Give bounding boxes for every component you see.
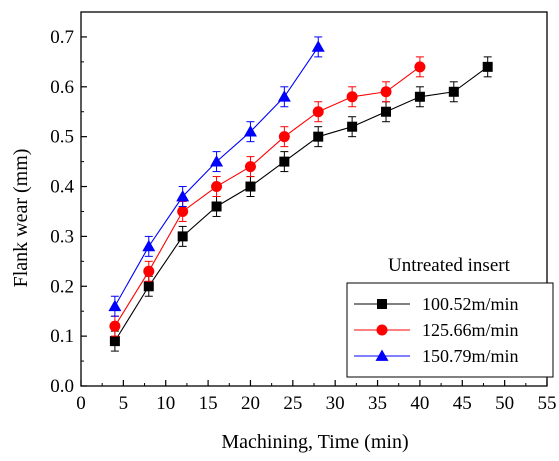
data-point bbox=[109, 320, 121, 332]
series-group bbox=[108, 36, 493, 352]
data-point bbox=[279, 156, 290, 167]
legend: 100.52m/min 125.66m/min 150.79m/min bbox=[346, 282, 554, 378]
data-point bbox=[108, 299, 122, 312]
data-point bbox=[176, 190, 190, 202]
data-point bbox=[347, 121, 358, 132]
x-tick-label: 45 bbox=[453, 393, 472, 414]
series-triangle bbox=[108, 36, 325, 317]
series-line bbox=[114, 66, 489, 342]
data-point bbox=[313, 131, 324, 142]
y-tick-label: 0.3 bbox=[50, 226, 74, 247]
data-point bbox=[211, 181, 223, 193]
data-point bbox=[346, 91, 358, 103]
x-tick-label: 55 bbox=[538, 393, 557, 414]
legend-marker bbox=[376, 324, 388, 336]
data-point bbox=[312, 106, 324, 118]
x-tick-label: 5 bbox=[119, 393, 129, 414]
data-point bbox=[143, 281, 154, 292]
legend-label: 100.52m/min bbox=[422, 294, 519, 314]
y-tick-label: 0.7 bbox=[50, 27, 74, 48]
data-point bbox=[244, 161, 256, 173]
data-point bbox=[143, 265, 155, 277]
y-tick-label: 0.5 bbox=[50, 127, 74, 148]
x-tick-label: 30 bbox=[326, 393, 345, 414]
legend-title: Untreated insert bbox=[388, 255, 511, 276]
x-axis-title: Machining, Time (min) bbox=[221, 431, 408, 453]
x-tick-label: 20 bbox=[241, 393, 260, 414]
ticks: 0 5 10 15 20 25 30 35 40 45 50 55 0.0 0.1 0.2 0.3 0.4 0.5… bbox=[50, 11, 557, 414]
data-point bbox=[142, 239, 156, 252]
data-point bbox=[414, 91, 425, 102]
y-tick-label: 0.2 bbox=[50, 276, 74, 297]
x-tick-label: 15 bbox=[199, 393, 218, 414]
y-tick-label: 0.4 bbox=[50, 177, 74, 198]
data-point bbox=[177, 231, 188, 242]
y-tick-label: 0.6 bbox=[50, 77, 74, 98]
data-point bbox=[448, 86, 459, 97]
y-tick-label: 0.0 bbox=[50, 376, 74, 397]
legend-label: 150.79m/min bbox=[422, 346, 519, 366]
data-point bbox=[381, 106, 392, 117]
data-point bbox=[482, 61, 493, 72]
x-tick-label: 25 bbox=[283, 393, 302, 414]
data-point bbox=[109, 336, 120, 347]
x-tick-label: 40 bbox=[410, 393, 429, 414]
y-tick-label: 0.1 bbox=[50, 326, 74, 347]
data-point bbox=[311, 40, 325, 52]
legend-marker bbox=[377, 299, 387, 309]
data-point bbox=[278, 131, 290, 143]
x-tick-label: 50 bbox=[495, 393, 514, 414]
series-square bbox=[109, 56, 493, 352]
data-point bbox=[245, 181, 256, 192]
data-point bbox=[414, 61, 426, 73]
data-point bbox=[380, 86, 392, 98]
data-point bbox=[277, 90, 291, 102]
data-point bbox=[177, 205, 189, 217]
x-tick-label: 0 bbox=[76, 393, 86, 414]
data-point bbox=[210, 155, 224, 167]
series-circle bbox=[109, 56, 426, 337]
data-point bbox=[243, 125, 257, 137]
data-point bbox=[211, 201, 222, 212]
series-line bbox=[114, 66, 421, 327]
x-tick-label: 10 bbox=[156, 393, 175, 414]
legend-marker bbox=[375, 349, 389, 361]
x-tick-label: 35 bbox=[368, 393, 387, 414]
legend-label: 125.66m/min bbox=[422, 320, 519, 340]
y-axis-title: Flank wear (mm) bbox=[10, 149, 32, 288]
